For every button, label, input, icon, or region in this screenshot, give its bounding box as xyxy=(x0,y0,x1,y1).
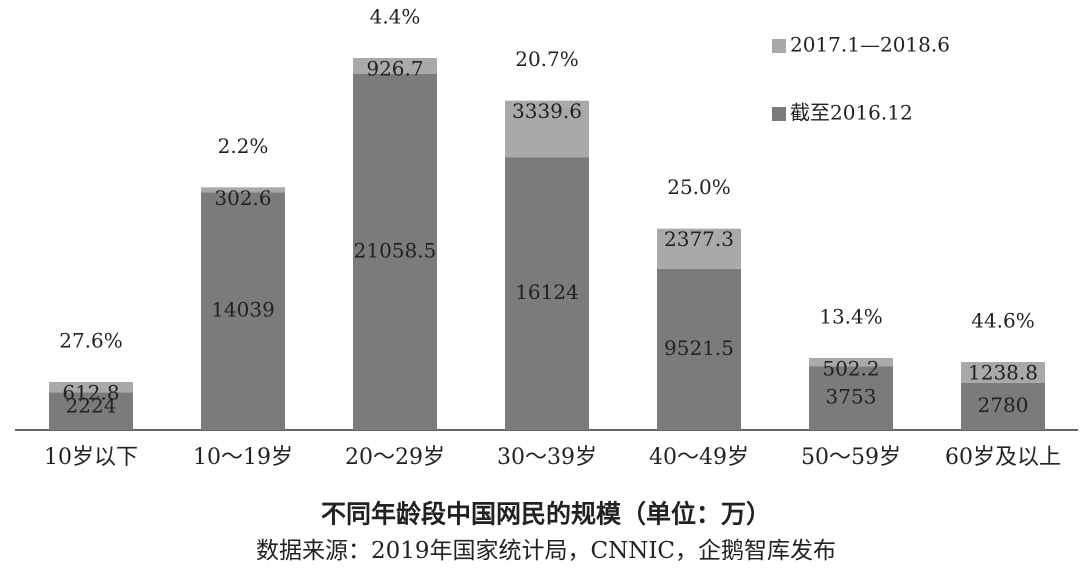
value-label: 502.2 xyxy=(822,357,879,381)
bar-segment xyxy=(809,358,893,367)
legend-swatch xyxy=(772,39,786,53)
bar-segment xyxy=(353,58,437,74)
x-tick-label: 10岁以下 xyxy=(44,445,138,470)
value-label: 2780 xyxy=(978,393,1029,417)
value-label: 16124 xyxy=(515,280,579,304)
bar-segment xyxy=(505,157,589,430)
value-label: 1238.8 xyxy=(968,361,1038,385)
bar-segment xyxy=(657,228,741,269)
x-tick-label: 20～29岁 xyxy=(345,445,445,470)
value-label: 3753 xyxy=(826,385,877,409)
growth-label: 4.4% xyxy=(370,5,421,29)
legend-label: 截至2016.12 xyxy=(790,101,913,125)
growth-label: 44.6% xyxy=(971,309,1035,333)
value-label: 9521.5 xyxy=(664,336,734,360)
growth-label: 27.6% xyxy=(59,329,123,353)
legend-label: 2017.1—2018.6 xyxy=(790,33,950,57)
value-label: 21058.5 xyxy=(354,238,437,262)
legend-swatch xyxy=(772,107,786,121)
bar-segment xyxy=(505,100,589,158)
x-tick-label: 50～59岁 xyxy=(801,445,901,470)
bar-segment xyxy=(49,382,133,393)
growth-label: 20.7% xyxy=(515,47,579,71)
bar-segment xyxy=(49,392,133,430)
chart-title: 不同年龄段中国网民的规模（单位：万） xyxy=(321,500,771,529)
x-tick-label: 40～49岁 xyxy=(649,445,749,470)
value-label: 14039 xyxy=(211,298,275,322)
value-label: 612.8 xyxy=(62,381,119,405)
bar-segment xyxy=(961,382,1045,430)
bar-segment xyxy=(201,187,285,193)
value-label: 2224 xyxy=(66,394,117,418)
value-label: 302.6 xyxy=(214,186,271,210)
value-label: 2377.3 xyxy=(664,227,734,251)
value-label: 3339.6 xyxy=(512,99,582,123)
growth-label: 13.4% xyxy=(819,305,883,329)
x-tick-label: 10～19岁 xyxy=(193,445,293,470)
value-label: 926.7 xyxy=(366,57,423,81)
x-tick-label: 60岁及以上 xyxy=(945,445,1061,470)
bar-segment xyxy=(657,268,741,430)
bar-segment xyxy=(961,362,1045,383)
chart-subtitle: 数据来源：2019年国家统计局，CNNIC，企鹅智库发布 xyxy=(256,538,836,564)
growth-label: 2.2% xyxy=(218,134,269,158)
bar-segment xyxy=(809,366,893,430)
x-tick-label: 30～39岁 xyxy=(497,445,597,470)
bar-segment xyxy=(201,192,285,430)
bar-segment xyxy=(353,73,437,430)
growth-label: 25.0% xyxy=(667,175,731,199)
